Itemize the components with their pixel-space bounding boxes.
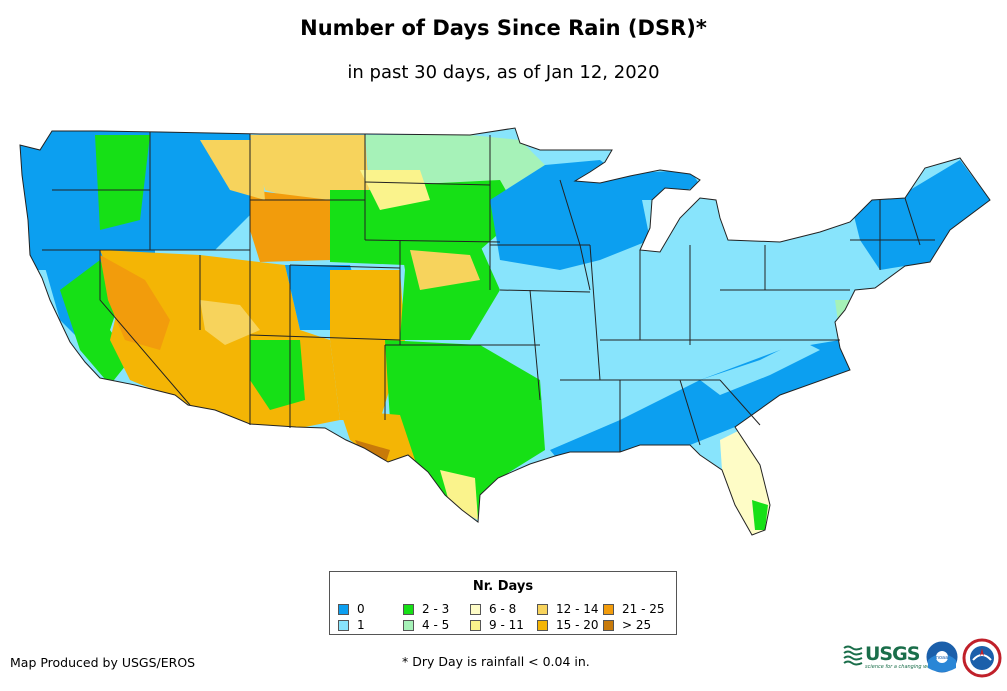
legend-item-0: 0 [338,602,365,616]
usgs-wave-icon [843,645,863,666]
legend-item-7: 15 - 20 [537,618,599,632]
legend-item-9: > 25 [603,618,651,632]
legend-label: 9 - 11 [489,618,524,632]
legend-swatch [338,619,349,631]
legend-item-1: 1 [338,618,365,632]
legend-title: Nr. Days [472,579,534,594]
legend-item-4: 6 - 8 [470,602,516,616]
legend-label: 4 - 5 [422,618,450,632]
credit-text: Map Produced by USGS/EROS [10,655,196,670]
usgs-tagline: science for a changing world [865,664,937,670]
legend-label: 15 - 20 [556,618,599,632]
legend-label: > 25 [622,618,652,632]
legend-label: 0 [357,602,365,616]
legend-swatch [603,603,614,615]
legend-label: 21 - 25 [622,602,665,616]
legend-swatch [403,603,414,615]
legend-item-5: 9 - 11 [470,618,524,632]
legend-swatch [338,603,349,615]
usgs-wordmark: USGS [865,643,920,665]
legend-label: 12 - 14 [556,602,599,616]
nws-logo [962,638,1002,678]
noaa-logo: noaa [925,640,959,674]
map-subtitle: in past 30 days, as of Jan 12, 2020 [347,62,660,83]
legend-label: 2 - 3 [422,602,450,616]
legend-swatch [470,619,481,631]
state-boundaries [19,127,991,536]
map-title: Number of Days Since Rain (DSR)* [300,16,707,40]
legend-swatch [470,603,481,615]
legend-item-3: 4 - 5 [403,618,449,632]
legend-item-8: 21 - 25 [603,602,665,616]
footnote: * Dry Day is rainfall < 0.04 in. [402,654,590,669]
noaa-label: noaa [936,655,948,661]
legend-swatch [537,619,548,631]
legend-label: 6 - 8 [489,602,517,616]
legend-swatch [403,619,414,631]
legend-swatch [537,603,548,615]
legend-item-6: 12 - 14 [537,602,599,616]
legend-label: 1 [357,618,365,632]
usgs-logo: USGS science for a changing world [843,642,937,672]
legend: Nr. Days 0 1 2 - 3 4 - 5 6 - 8 9 - 11 12… [329,571,677,635]
legend-swatch [603,619,614,631]
legend-item-2: 2 - 3 [403,602,449,616]
